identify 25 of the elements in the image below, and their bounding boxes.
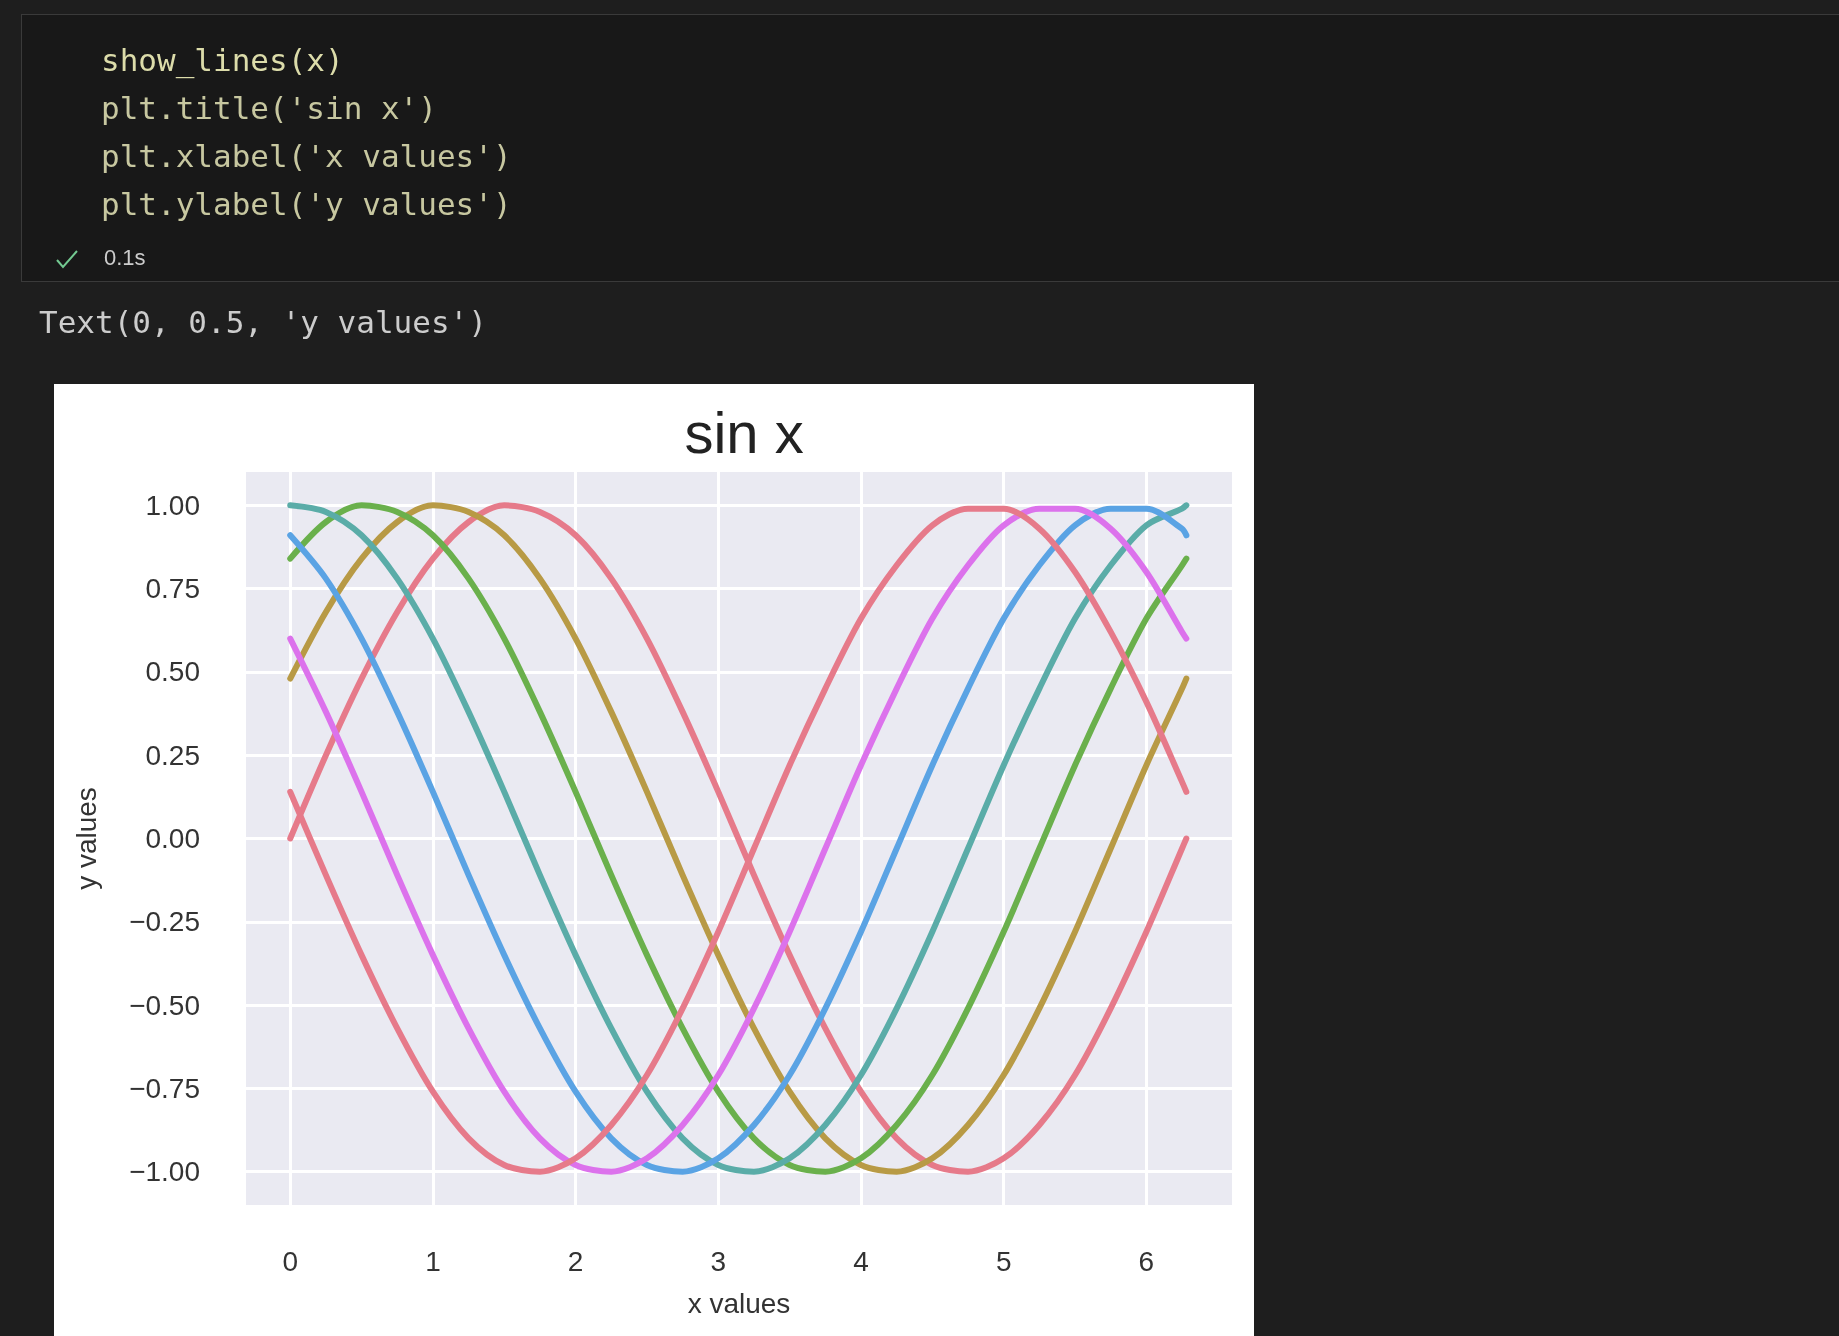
text: plt.title('sin x') [101, 90, 437, 126]
y-tick-label: −1.00 [129, 1156, 200, 1188]
x-tick-label: 5 [995, 1245, 1012, 1277]
y-axis-title: y values [70, 787, 102, 890]
y-tick-label: −0.75 [129, 1072, 200, 1104]
text: plt.ylabel('y values') [101, 186, 512, 222]
chart-title: sin x [684, 399, 804, 465]
text: show_lines(x) [101, 42, 344, 78]
y-tick-label: 1.00 [145, 489, 200, 521]
x-tick-label: 3 [710, 1245, 727, 1277]
text: 0.1s [104, 245, 146, 271]
y-tick-label: 0.50 [145, 656, 200, 688]
y-tick-label: 0.75 [145, 573, 200, 605]
y-tick-label: −0.25 [129, 906, 200, 938]
x-tick-label: 2 [567, 1245, 584, 1277]
y-tick-label: 0.25 [145, 739, 200, 771]
x-tick-label: 1 [425, 1245, 441, 1277]
y-tick-label: 0.00 [145, 823, 200, 854]
text: plt.xlabel('x values') [101, 138, 512, 174]
y-tick-label: −0.50 [129, 989, 200, 1021]
x-tick-label: 6 [1138, 1245, 1155, 1277]
x-tick-label: 4 [853, 1245, 869, 1277]
x-axis-title: x values [687, 1287, 791, 1319]
x-tick-label: 0 [282, 1245, 299, 1277]
text: Text(0, 0.5, 'y values') [39, 304, 487, 340]
